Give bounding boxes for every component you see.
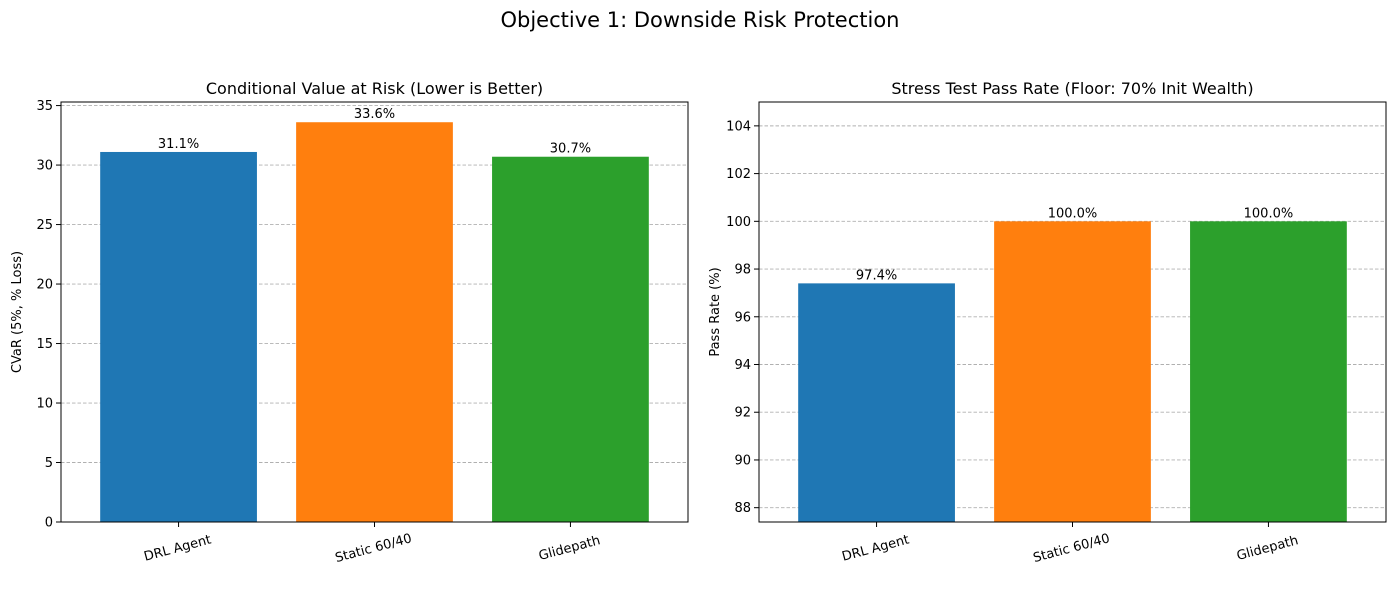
y-tick-label: 92 xyxy=(734,406,751,421)
y-tick-label: 90 xyxy=(734,453,751,468)
y-tick-label: 102 xyxy=(726,167,751,182)
data-label: 30.7% xyxy=(550,142,591,157)
data-label: 31.1% xyxy=(158,137,199,152)
y-tick-label: 104 xyxy=(726,119,751,134)
y-tick-label: 20 xyxy=(36,278,53,293)
y-tick-label: 98 xyxy=(734,263,751,278)
chart-title: Stress Test Pass Rate (Floor: 70% Init W… xyxy=(891,79,1253,98)
bar-static-60-40 xyxy=(296,122,453,523)
chart-title: Conditional Value at Risk (Lower is Bett… xyxy=(206,79,543,98)
figure-title: Objective 1: Downside Risk Protection xyxy=(500,8,900,32)
y-tick-label: 5 xyxy=(45,456,53,471)
x-tick-label: DRL Agent xyxy=(840,532,910,564)
data-label: 97.4% xyxy=(856,268,897,283)
data-label: 33.6% xyxy=(354,107,395,122)
x-tick-label: DRL Agent xyxy=(142,532,212,564)
chart-panel-1: 31.1% DRL Agent 33.6% Static 60/40 30.7% Glid… xyxy=(10,79,689,566)
bar-glidepath xyxy=(1190,221,1347,522)
y-tick-label: 30 xyxy=(36,159,53,174)
bar-glidepath xyxy=(492,156,649,522)
axes-frame xyxy=(60,101,689,523)
x-tick-label: Static 60/40 xyxy=(334,531,414,566)
data-label: 100.0% xyxy=(1048,206,1098,221)
bar-drl-agent xyxy=(798,283,955,522)
bar-drl-agent xyxy=(100,151,257,522)
y-tick-label: 96 xyxy=(734,310,751,325)
bar-static-60-40 xyxy=(994,221,1151,522)
y-tick-label: 100 xyxy=(726,215,751,230)
chart-panel-2: 97.4% DRL Agent 100.0% Static 60/40 100.0% Gl… xyxy=(708,79,1387,566)
y-tick-label: 88 xyxy=(734,501,751,516)
x-tick-label: Glidepath xyxy=(1235,533,1300,564)
axes-frame xyxy=(758,101,1387,523)
y-tick-label: 94 xyxy=(734,358,751,373)
x-tick-label: Glidepath xyxy=(537,533,602,564)
y-tick-label: 35 xyxy=(36,99,53,114)
y-axis-label: Pass Rate (%) xyxy=(708,267,723,356)
y-tick-label: 0 xyxy=(45,516,53,531)
y-tick-label: 25 xyxy=(36,218,53,233)
y-tick-label: 10 xyxy=(36,397,53,412)
y-tick-label: 15 xyxy=(36,337,53,352)
x-tick-label: Static 60/40 xyxy=(1032,531,1112,566)
y-axis-label: CVaR (5%, % Loss) xyxy=(10,251,25,373)
data-label: 100.0% xyxy=(1244,206,1294,221)
